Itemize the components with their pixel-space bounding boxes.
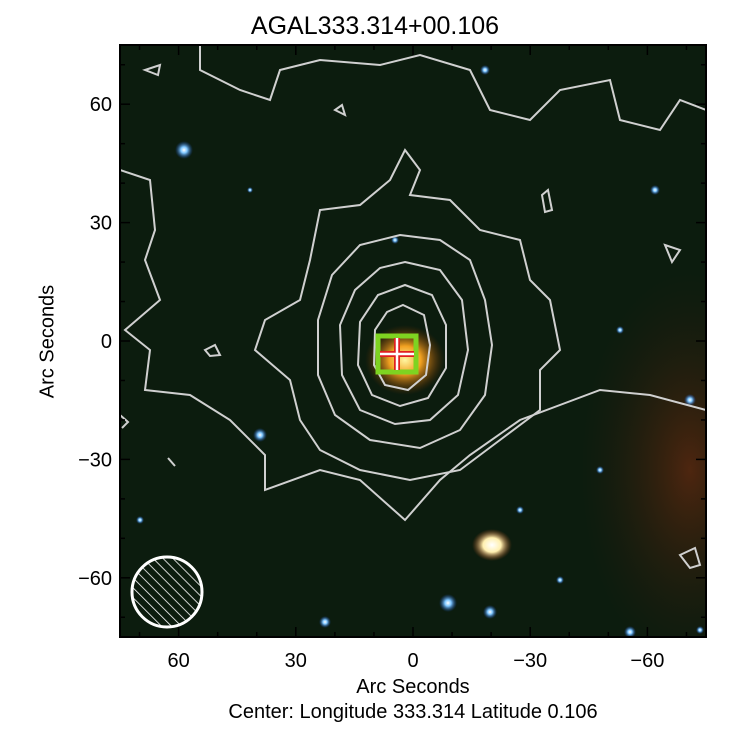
contour-level-2 [253, 148, 562, 482]
source-marker [375, 333, 419, 375]
star [650, 185, 660, 195]
y-tick-label: −30 [78, 449, 112, 471]
source-glow [365, 325, 445, 395]
x-tick-label: −60 [630, 650, 664, 672]
star [556, 576, 564, 584]
contour-level-1 [120, 169, 706, 522]
star [696, 626, 704, 634]
x-tick-label: −30 [513, 650, 547, 672]
star [391, 236, 399, 244]
star [596, 466, 604, 474]
star [480, 65, 490, 75]
contour-level-6 [372, 303, 432, 392]
contour-level-5 [356, 283, 447, 408]
contours [120, 45, 706, 570]
star [136, 516, 144, 524]
star [253, 428, 267, 442]
star [516, 506, 524, 514]
contour-level-1b [199, 45, 706, 132]
center-coordinates-label: Center: Longitude 333.314 Latitude 0.106 [228, 701, 598, 723]
y-tick-label: 60 [90, 94, 112, 116]
chart-title: AGAL333.314+00.106 [250, 12, 500, 40]
x-tick-label: 0 [407, 650, 418, 672]
contour-level-3 [317, 233, 494, 450]
x-axis-label: Arc Seconds [356, 676, 470, 698]
y-tick-label: −60 [78, 568, 112, 590]
y-tick-label: 30 [90, 213, 112, 235]
contour-level-4 [338, 260, 470, 426]
star [439, 594, 457, 612]
star [483, 605, 497, 619]
beam-circle [130, 555, 204, 629]
star [319, 616, 331, 628]
x-tick-label: 60 [167, 650, 189, 672]
star [175, 141, 193, 159]
star [684, 394, 696, 406]
bright-star [472, 529, 512, 561]
x-tick-label: 30 [285, 650, 307, 672]
star [624, 626, 636, 637]
star [247, 187, 253, 193]
y-tick-label: 0 [101, 331, 112, 353]
star [616, 326, 624, 334]
source-box [375, 333, 419, 375]
